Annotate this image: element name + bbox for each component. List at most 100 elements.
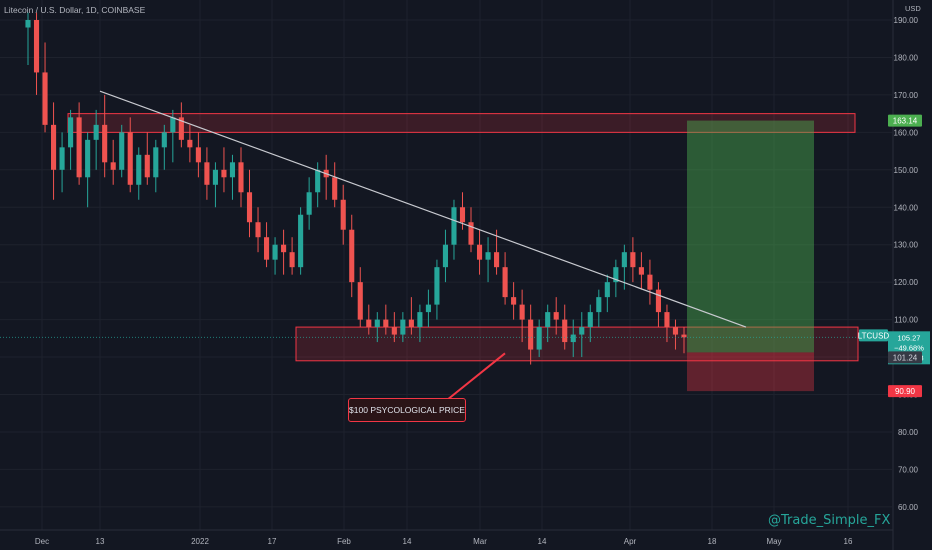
price-labels: 163.14105.27−49.68%15:30:38LTCUSD101.249… (858, 114, 930, 398)
y-tick-label: 190.00 (894, 16, 919, 25)
candle-body (136, 154, 142, 185)
y-tick-label: 150.00 (894, 166, 919, 175)
candle-body (476, 244, 483, 260)
candle-body (374, 319, 380, 328)
candle-body (357, 282, 363, 320)
candle-body (604, 282, 610, 298)
x-tick-label: Apr (624, 537, 637, 546)
candle-body (221, 169, 227, 178)
candle-body (400, 319, 406, 335)
candle-body (468, 222, 474, 245)
candle-body (306, 192, 312, 215)
callout-pointer (446, 352, 506, 401)
candle-body (451, 207, 457, 245)
y-tick-label: 110.00 (894, 316, 918, 325)
candle-body (246, 192, 253, 223)
candle-body (536, 327, 542, 350)
entry-price-label: 101.24 (893, 353, 918, 362)
candle-body (85, 139, 91, 178)
candle-body (655, 289, 661, 313)
candle-body (332, 177, 338, 200)
stop-area (687, 352, 814, 392)
x-tick-label: 2022 (191, 537, 209, 546)
x-tick-label: 16 (844, 537, 853, 546)
currency-label: USD (905, 4, 921, 13)
target-price-label-bg (888, 114, 922, 127)
watermark: @Trade_Simple_FX (768, 513, 891, 528)
support-zone (295, 326, 859, 362)
candlesticks (0, 12, 892, 365)
candle-body (187, 139, 193, 148)
x-tick-label: Mar (473, 537, 487, 546)
candle-body (33, 20, 40, 73)
candle-body (110, 162, 116, 170)
x-tick-label: May (766, 537, 781, 546)
candle-body (596, 297, 602, 313)
candle-body (638, 267, 644, 275)
resistance-zone (67, 113, 856, 133)
candle-body (630, 252, 636, 268)
candle-body (102, 124, 108, 163)
candle-body (68, 117, 74, 148)
last-price-label: 105.27 (898, 333, 921, 342)
candle-body (76, 117, 82, 178)
candle-body (621, 252, 627, 268)
candle-body (255, 222, 261, 238)
candle-body (391, 327, 397, 335)
candle-body (519, 304, 525, 320)
candle-body (161, 132, 167, 148)
candle-body (681, 334, 687, 338)
candle-body (349, 229, 355, 283)
candle-body (59, 147, 65, 170)
trendline[interactable] (99, 90, 747, 401)
candle-body (672, 327, 679, 335)
annotation-callout[interactable]: $100 PSYCOLOGICAL PRICE (348, 398, 466, 422)
candle-body (613, 267, 619, 283)
candle-body (238, 162, 244, 193)
candle-body (459, 207, 466, 223)
x-tick-label: Feb (337, 537, 351, 546)
zones (67, 113, 859, 362)
candle-body (562, 319, 568, 343)
y-tick-label: 80.00 (898, 428, 919, 437)
chart-title: Litecoin / U.S. Dollar, 1D, COINBASE (4, 5, 146, 15)
target-price-label: 163.14 (893, 117, 918, 126)
x-tick-label: 14 (403, 537, 412, 546)
candle-body (494, 252, 500, 268)
candle-body (315, 169, 321, 193)
candle-body (119, 132, 125, 170)
y-tick-label: 70.00 (898, 465, 919, 474)
candle-body (212, 169, 218, 185)
candle-body (485, 252, 491, 260)
change-label: −49.68% (894, 343, 924, 352)
candle-body (587, 312, 593, 328)
y-tick-label: 60.00 (898, 503, 919, 512)
candle-body (570, 334, 576, 343)
candle-body (425, 304, 431, 313)
x-tick-label: 13 (96, 537, 105, 546)
candle-body (281, 244, 287, 253)
long-position-tool[interactable] (687, 120, 814, 392)
candle-body (42, 72, 48, 125)
candle-body (25, 20, 31, 28)
candle-body (127, 132, 133, 185)
candle-body (289, 252, 295, 268)
candle-body (272, 244, 278, 260)
candle-body (553, 312, 559, 320)
x-tick-label: 17 (268, 537, 277, 546)
candle-body (263, 237, 270, 260)
candle-body (204, 162, 210, 185)
x-tick-label: 14 (538, 537, 547, 546)
candle-body (579, 327, 585, 335)
candle-body (528, 319, 534, 350)
candle-body (153, 147, 159, 178)
symbol-label-bg (859, 329, 888, 342)
x-tick-label: Dec (35, 537, 49, 546)
descending-trendline (99, 90, 747, 328)
target-area (687, 120, 814, 353)
x-tick-label: 18 (708, 537, 717, 546)
entry-price-label-bg (888, 351, 922, 364)
candle-body (229, 162, 236, 178)
y-tick-label: 140.00 (894, 203, 919, 212)
